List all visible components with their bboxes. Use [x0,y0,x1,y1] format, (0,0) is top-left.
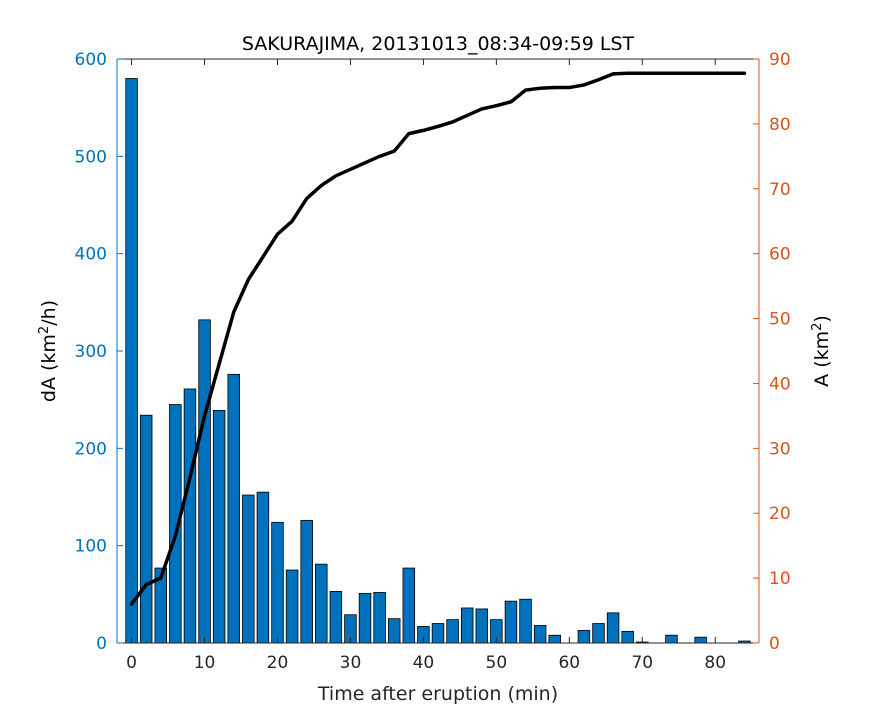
x-tick-label: 60 [558,653,580,673]
right-tick-label: 40 [769,374,791,394]
bar [446,619,459,644]
bar-series [125,78,751,644]
x-tick-label: 70 [631,653,653,673]
y-axis-label-left: dA (km2/h) [37,300,61,402]
bar [285,569,299,644]
bar [242,494,255,644]
bar [329,591,343,644]
tick-labels: 0 100 200 300 400 500 600 0 10 20 30 40 50 60 70 80 90 0 1… [75,50,791,673]
bar [373,591,386,644]
bar [577,629,591,644]
bar [475,608,489,644]
x-axis-label: Time after eruption (min) [317,683,558,705]
left-tick-label: 400 [75,245,107,265]
x-tick-label: 20 [267,653,289,673]
bar [183,388,197,644]
chart-title: SAKURAJIMA, 20131013_08:34-09:59 LST [242,33,635,55]
x-tick-label: 0 [126,653,137,673]
x-tick-label: 10 [194,653,216,673]
x-tick-label: 40 [413,653,435,673]
bar [212,409,226,644]
x-tick-label: 30 [340,653,362,673]
y-left-label-sup: 2 [37,326,52,334]
left-tick-label: 100 [75,537,107,557]
x-tick-label: 80 [704,653,726,673]
y-right-label-tail: ) [811,315,833,322]
y-left-label-tail: /h) [38,300,60,326]
bar [227,373,240,644]
right-tick-label: 80 [769,115,791,135]
bar [271,521,284,644]
left-tick-label: 0 [96,634,107,654]
bar [402,567,416,644]
bar [504,600,518,644]
right-tick-label: 10 [769,569,791,589]
bar [592,623,605,644]
right-tick-label: 20 [769,504,791,524]
left-tick-label: 500 [75,147,107,167]
right-tick-label: 50 [769,310,791,330]
y-right-label-sup: 2 [810,323,825,331]
cumulative-area-line [129,71,747,606]
left-tick-label: 300 [75,342,107,362]
left-tick-label: 200 [75,439,107,459]
line-series-layer [129,71,747,606]
x-tick-label: 50 [486,653,508,673]
right-tick-label: 70 [769,180,791,200]
bar [125,78,138,644]
bar [665,634,678,644]
right-tick-label: 60 [769,245,791,265]
bar [315,563,328,644]
bar [431,623,445,644]
bar [460,607,474,644]
bar [198,319,211,644]
y-right-label-base: A (km [811,331,833,387]
bar [694,636,707,644]
bar [256,491,270,644]
bar [300,519,313,644]
bar [139,414,153,644]
y-axis-label-right: A (km2) [810,315,834,387]
axes-group [116,58,760,644]
bar [387,618,401,644]
bar [533,625,547,644]
bar [548,634,561,644]
right-tick-label: 30 [769,439,791,459]
right-tick-label: 90 [769,50,791,70]
bar [621,630,634,644]
bar [358,592,372,644]
y-left-label-base: dA (km [38,334,60,402]
bar [606,612,620,644]
right-tick-label: 0 [769,634,780,654]
left-tick-label: 600 [75,50,107,70]
bar [519,598,532,644]
